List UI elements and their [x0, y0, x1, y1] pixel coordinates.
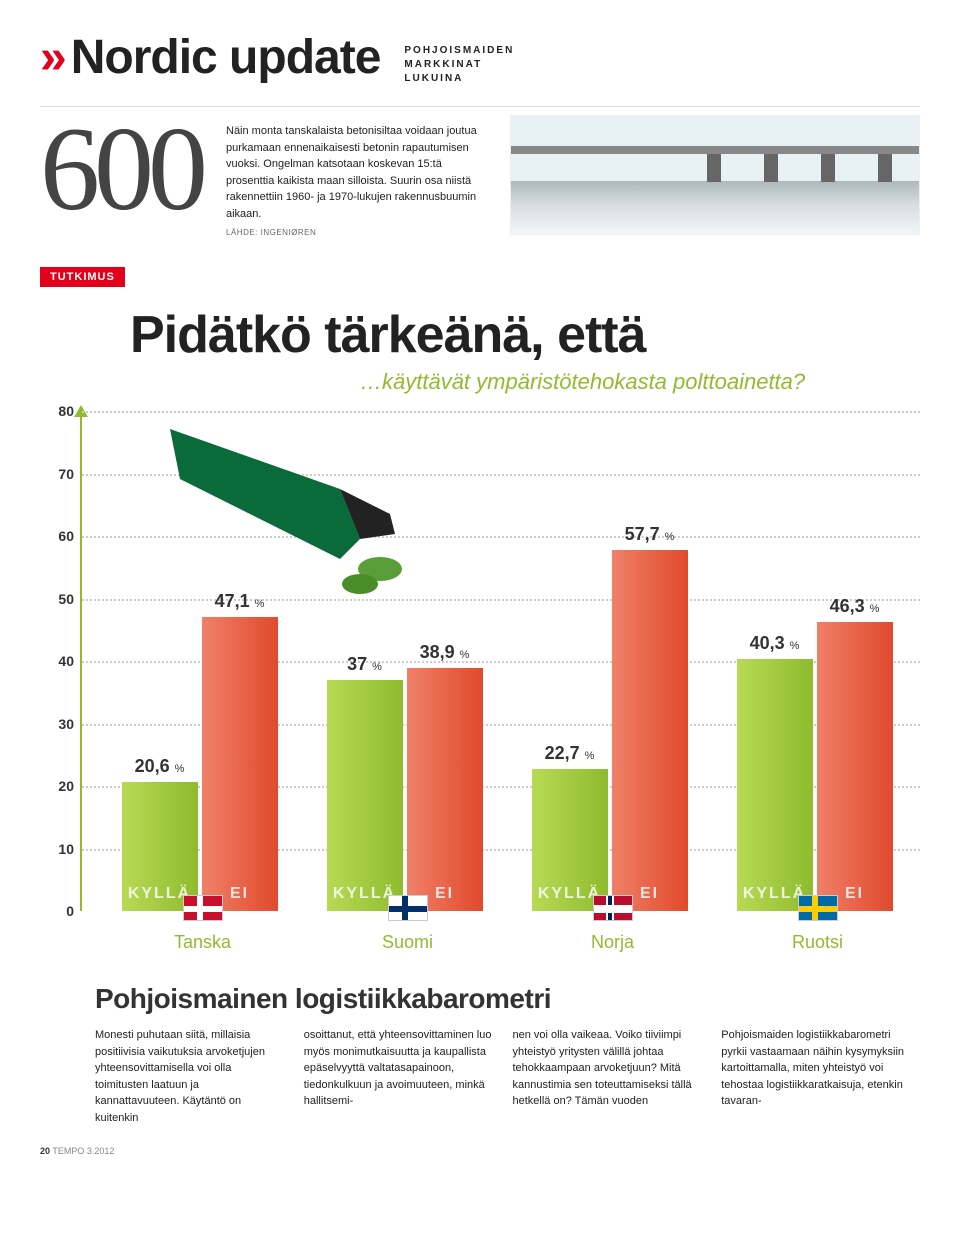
y-tick: 10 — [40, 841, 74, 857]
subhead: …käyttävät ympäristötehokasta polttoaine… — [360, 369, 920, 395]
y-tick: 30 — [40, 716, 74, 732]
bar-group: 37 %KYLLÄ38,9 %EI — [313, 411, 503, 911]
y-tick: 70 — [40, 466, 74, 482]
bar-ei: 57,7 %EI — [612, 550, 688, 911]
stat-source: LÄHDE: INGENIØREN — [226, 228, 486, 237]
bar-chart: 80706050403020100 20,6 %KYLLÄ47,1 %EI37 … — [40, 411, 920, 971]
y-tick: 60 — [40, 528, 74, 544]
country-cell: Tanska — [108, 895, 298, 953]
bar-ei: 38,9 %EI — [407, 668, 483, 911]
kicker: POHJOISMAIDEN MARKKINAT LUKUINA — [404, 44, 514, 86]
kicker-line: POHJOISMAIDEN — [404, 44, 514, 58]
y-tick: 20 — [40, 778, 74, 794]
bar-value: 37 % — [327, 654, 403, 675]
country-label: Norja — [518, 932, 708, 953]
stat-number: 600 — [40, 115, 202, 237]
country-cell: Norja — [518, 895, 708, 953]
body-column: osoittanut, että yhteensovittaminen luo … — [304, 1027, 493, 1126]
country-label: Suomi — [313, 932, 503, 953]
body-column: Monesti puhutaan siitä, millaisia positi… — [95, 1027, 284, 1126]
page-footer: 20 TEMPO 3.2012 — [40, 1146, 920, 1156]
flag-icon — [593, 895, 633, 921]
section-badge: TUTKIMUS — [40, 267, 125, 287]
page-title: Nordic update — [71, 30, 381, 85]
bar-group: 22,7 %KYLLÄ57,7 %EI — [518, 411, 708, 911]
headline: Pidätkö tärkeänä, että — [130, 305, 920, 365]
bar-kylla: 22,7 %KYLLÄ — [532, 769, 608, 911]
body-column: nen voi olla vaikeaa. Voiko tiiviimpi yh… — [513, 1027, 702, 1126]
country-cell: Ruotsi — [723, 895, 913, 953]
chevron-icon: » — [40, 30, 59, 85]
y-tick: 0 — [40, 903, 74, 919]
magazine-ref: TEMPO 3.2012 — [52, 1146, 114, 1156]
flag-icon — [798, 895, 838, 921]
flag-icon — [388, 895, 428, 921]
bar-kylla: 20,6 %KYLLÄ — [122, 782, 198, 911]
y-tick: 50 — [40, 591, 74, 607]
country-cell: Suomi — [313, 895, 503, 953]
bar-ei: 47,1 %EI — [202, 617, 278, 911]
bar-value: 40,3 % — [737, 633, 813, 654]
kicker-line: LUKUINA — [404, 72, 514, 86]
flag-icon — [183, 895, 223, 921]
bar-ei: 46,3 %EI — [817, 622, 893, 911]
page-number: 20 — [40, 1146, 50, 1156]
bar-value: 47,1 % — [202, 591, 278, 612]
y-tick: 80 — [40, 403, 74, 419]
stat-desc: Näin monta tanskalaista betonisiltaa voi… — [226, 115, 486, 222]
bar-group: 40,3 %KYLLÄ46,3 %EI — [723, 411, 913, 911]
y-tick: 40 — [40, 653, 74, 669]
bar-group: 20,6 %KYLLÄ47,1 %EI — [108, 411, 298, 911]
bar-kylla: 37 %KYLLÄ — [327, 680, 403, 911]
bar-kylla: 40,3 %KYLLÄ — [737, 659, 813, 911]
bar-value: 46,3 % — [817, 596, 893, 617]
country-label: Tanska — [108, 932, 298, 953]
bar-value: 38,9 % — [407, 642, 483, 663]
body-column: Pohjoismaiden logistiikkabarometri pyrki… — [721, 1027, 910, 1126]
section-title: Pohjoismainen logistiikkabarometri — [95, 983, 920, 1015]
country-label: Ruotsi — [723, 932, 913, 953]
kicker-line: MARKKINAT — [404, 58, 514, 72]
bar-value: 20,6 % — [122, 756, 198, 777]
bar-value: 22,7 % — [532, 743, 608, 764]
bridge-image — [510, 115, 920, 235]
bar-value: 57,7 % — [612, 524, 688, 545]
